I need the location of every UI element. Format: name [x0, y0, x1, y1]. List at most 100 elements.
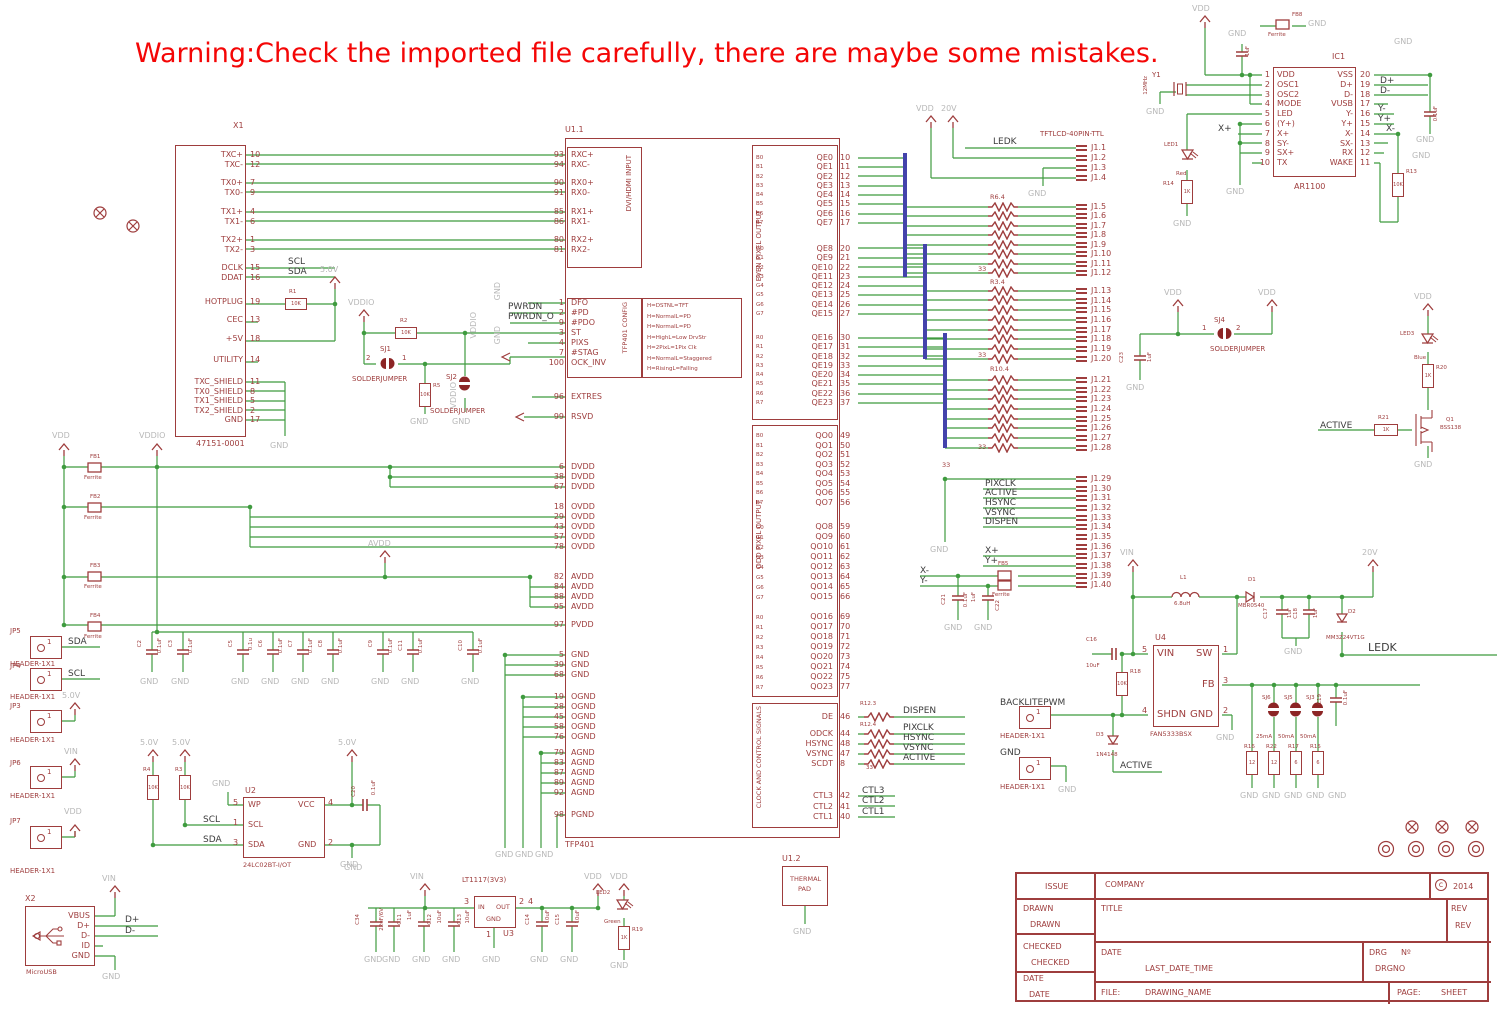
j1-pins[interactable]: J1.13 J1.14 J1.15 J1.16 J1.17 J1.18 J1.19 J1.20 — [1076, 286, 1111, 364]
j1-pins[interactable]: J1.5 J1.6 J1.7 J1.8 J1.9 J1.10 J1.11 J1.12 — [1076, 202, 1111, 278]
connector-pin[interactable]: J1.21 — [1076, 375, 1111, 385]
connector-pin[interactable]: J1.37 — [1076, 552, 1111, 562]
u4-boost-converter[interactable] — [1153, 645, 1219, 727]
jp5-header[interactable]: 1 — [30, 636, 62, 659]
connector-pin[interactable]: J1.32 — [1076, 503, 1111, 513]
gnd-header[interactable]: 1 — [1019, 757, 1051, 780]
cap-ref: C9 — [368, 640, 374, 648]
connector-pin[interactable]: J1.27 — [1076, 433, 1111, 443]
pin-row: 80 RX2+ — [553, 235, 594, 244]
u1-dvdd-pins: 6 DVDD 38 DVDD 67 DVDD — [554, 462, 627, 492]
resistor-r3[interactable]: 10K — [179, 775, 191, 800]
pin-row: ODCK 44 — [809, 729, 851, 738]
jp4-header[interactable]: 1 — [30, 668, 62, 691]
j1-pins[interactable]: J1.21 J1.22 J1.23 J1.24 J1.25 J1.26 J1.27 J1.28 — [1076, 375, 1111, 453]
connector-pin[interactable]: J1.16 — [1076, 315, 1111, 325]
u1-qe-pins: R0 QE16 30 R1 QE17 31 R2 QE18 32 R3 QE19 33 R4 QE20 34… — [754, 333, 850, 407]
connector-pin[interactable]: J1.6 — [1076, 212, 1111, 222]
cap-val: 0.1uF — [418, 638, 424, 654]
resistor-r5[interactable]: 10K — [419, 383, 431, 407]
connector-pin[interactable]: J1.19 — [1076, 344, 1111, 354]
c18-ref: C18 — [1293, 608, 1299, 619]
u1-odd-output-section — [752, 425, 838, 697]
connector-pin[interactable]: J1.17 — [1076, 325, 1111, 335]
resistor-r19[interactable]: 1K — [618, 926, 630, 950]
backlitepwm-header[interactable]: 1 — [1019, 706, 1051, 729]
connector-pin[interactable]: J1.23 — [1076, 394, 1111, 404]
header-part: HEADER-1X1 — [10, 867, 56, 875]
connector-pin[interactable]: J1.31 — [1076, 493, 1111, 503]
jp6-header[interactable]: 1 — [30, 766, 62, 789]
c22-val: 1uF — [971, 592, 977, 603]
u1-thermal-pad[interactable] — [782, 866, 828, 906]
pin-row: 100 OCK_INV — [548, 358, 606, 367]
gnd-label: GND — [1126, 383, 1145, 392]
ic1-ar1100[interactable] — [1273, 67, 1356, 177]
supply-label-vdd: VDD — [64, 807, 82, 816]
jp7-ref: JP7 — [10, 817, 21, 825]
gnd-label: GND — [1240, 791, 1259, 800]
u3-regulator[interactable] — [474, 896, 516, 928]
x1-hdmi-connector[interactable] — [175, 145, 246, 437]
connector-pin[interactable]: J1.33 — [1076, 513, 1111, 523]
sj4-pin1: 1 — [1202, 324, 1207, 332]
connector-pin[interactable]: J1.18 — [1076, 334, 1111, 344]
resistor-r17[interactable]: 6 — [1290, 751, 1302, 775]
connector-pin[interactable]: J1.10 — [1076, 250, 1111, 260]
connector-pin[interactable]: J1.24 — [1076, 404, 1111, 414]
gnd-label: GND — [1306, 791, 1325, 800]
resistor-r21[interactable]: 1K — [1374, 424, 1398, 436]
resistor-r18[interactable]: 10K — [1116, 672, 1128, 696]
connector-pin[interactable]: J1.15 — [1076, 305, 1111, 315]
u3-pin-gnd: GND — [486, 915, 501, 923]
x2-microusb[interactable] — [25, 906, 95, 966]
connector-pin[interactable]: J1.40 — [1076, 581, 1111, 591]
pin-row: VSS 20 — [1337, 70, 1371, 79]
connector-pin[interactable]: J1.1 — [1076, 143, 1106, 153]
resistor-r15[interactable]: 6 — [1312, 751, 1324, 775]
resistor-r22[interactable]: 12 — [1268, 751, 1280, 775]
connector-pin[interactable]: J1.11 — [1076, 259, 1111, 269]
connector-pin[interactable]: J1.35 — [1076, 532, 1111, 542]
connector-pin[interactable]: J1.22 — [1076, 385, 1111, 395]
connector-pin[interactable]: J1.29 — [1076, 474, 1111, 484]
u1-tfp401[interactable] — [565, 138, 840, 838]
resistor-r4[interactable]: 10K — [147, 775, 159, 800]
resistor-r13[interactable]: 10K — [1392, 173, 1404, 197]
connector-pin[interactable]: J1.25 — [1076, 414, 1111, 424]
r15-ref: R15 — [1310, 744, 1321, 750]
connector-pin[interactable]: J1.36 — [1076, 542, 1111, 552]
c34-val: 22uF/6V — [379, 908, 385, 931]
u1-qo-pins: B0 QO0 49 B1 QO1 50 B2 QO2 51 B3 QO3 52 B4 QO4 53 B5 QO5… — [754, 431, 850, 507]
connector-pin[interactable]: J1.12 — [1076, 269, 1111, 279]
resistor-r16[interactable]: 12 — [1246, 751, 1258, 775]
connector-pin[interactable]: J1.26 — [1076, 423, 1111, 433]
connector-pin[interactable]: J1.9 — [1076, 240, 1111, 250]
connector-pin[interactable]: J1.2 — [1076, 153, 1106, 163]
connector-pin[interactable]: J1.13 — [1076, 286, 1111, 296]
connector-pin[interactable]: J1.39 — [1076, 571, 1111, 581]
u2-eeprom[interactable] — [243, 797, 325, 858]
jp7-header[interactable]: 1 — [30, 826, 62, 849]
resistor-r20[interactable]: 1K — [1422, 364, 1434, 388]
connector-pin[interactable]: J1.4 — [1076, 173, 1106, 183]
connector-pin[interactable]: J1.30 — [1076, 484, 1111, 494]
connector-pin[interactable]: J1.8 — [1076, 231, 1111, 241]
connector-pin[interactable]: J1.7 — [1076, 221, 1111, 231]
resistor-r2[interactable]: 10K — [395, 327, 417, 339]
net-label-yminus: Y- — [1378, 104, 1386, 114]
pin-row: 88 AVDD — [553, 592, 594, 601]
resistor-r14[interactable]: 1K — [1181, 180, 1193, 204]
j1-pins[interactable]: J1.29 J1.30 J1.31 J1.32 J1.33 J1.34 J1.35 J1.36… — [1076, 474, 1111, 590]
jp3-header[interactable]: 1 — [30, 710, 62, 733]
connector-pin[interactable]: J1.28 — [1076, 443, 1111, 453]
connector-pin[interactable]: J1.20 — [1076, 354, 1111, 364]
connector-pin[interactable]: J1.3 — [1076, 163, 1106, 173]
resistor-r1[interactable]: 10K — [285, 298, 307, 310]
connector-pin[interactable]: J1.34 — [1076, 522, 1111, 532]
connector-pin[interactable]: J1.5 — [1076, 202, 1111, 212]
d2-ref: D2 — [1348, 609, 1356, 615]
j1-pins[interactable]: J1.1 J1.2 J1.3 J1.4 — [1076, 143, 1106, 183]
connector-pin[interactable]: J1.14 — [1076, 296, 1111, 306]
connector-pin[interactable]: J1.38 — [1076, 561, 1111, 571]
